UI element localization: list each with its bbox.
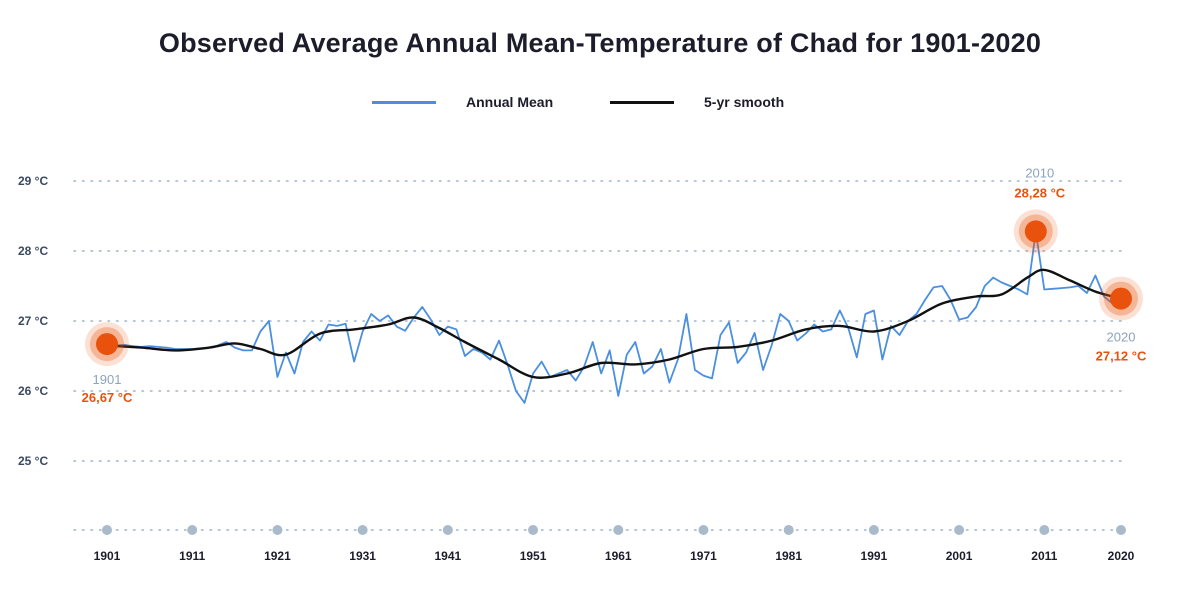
x-tick-label: 1931 (349, 549, 376, 563)
x-tick-label: 1971 (690, 549, 717, 563)
x-tick-label: 2020 (1108, 549, 1135, 563)
x-tick-dot (187, 525, 198, 535)
chart-title: Observed Average Annual Mean-Temperature… (158, 28, 1042, 58)
annotation-value: 26,67 °C (82, 390, 133, 405)
annotation-year: 2010 (1025, 165, 1054, 180)
x-tick-dot (528, 525, 539, 535)
x-tick-label: 1911 (179, 549, 205, 563)
x-tick-dot (1039, 525, 1050, 535)
x-tick-label: 2001 (946, 549, 973, 563)
legend-label-annual-mean: Annual Mean (466, 94, 554, 110)
highlight-point (1110, 287, 1132, 310)
annotation-value: 28,28 °C (1014, 185, 1065, 200)
legend-item-5yr-smooth: 5-yr smooth (610, 94, 784, 110)
y-tick-label: 26 °C (18, 384, 48, 398)
y-tick-label: 25 °C (18, 454, 48, 468)
annotation-year: 2020 (1107, 330, 1136, 345)
y-tick-label: 27 °C (18, 314, 48, 328)
legend-item-annual-mean: Annual Mean (372, 94, 553, 110)
series-line-annual-mean (106, 230, 1122, 404)
legend-swatch-5yr-smooth (610, 100, 674, 104)
x-tick-dot (102, 525, 112, 535)
x-tick-dot (1116, 525, 1126, 535)
x-tick-label: 1921 (264, 549, 291, 563)
x-tick-label: 1901 (94, 549, 121, 563)
x-tick-label: 1951 (520, 549, 547, 563)
x-tick-dot (868, 525, 879, 535)
x-tick-dot (613, 525, 624, 535)
y-tick-label: 29 °C (18, 174, 48, 188)
x-tick-label: 1961 (605, 549, 632, 563)
x-tick-label: 2011 (1031, 549, 1057, 563)
legend: Annual Mean 5-yr smooth (0, 94, 1200, 118)
annotation-year: 1901 (93, 372, 122, 387)
highlight-point (1024, 220, 1047, 243)
annotation-value: 27,12 °C (1096, 349, 1147, 364)
x-tick-dot (442, 525, 453, 535)
legend-label-5yr-smooth: 5-yr smooth (704, 94, 785, 110)
series-line-5yr-smooth (106, 268, 1122, 379)
y-tick-label: 28 °C (18, 244, 48, 258)
x-tick-dot (954, 525, 965, 535)
x-tick-dot (783, 525, 794, 535)
x-tick-label: 1941 (434, 549, 461, 563)
x-tick-dot (272, 525, 283, 535)
x-tick-dot (698, 525, 709, 535)
x-tick-label: 1991 (861, 549, 888, 563)
highlight-point (96, 333, 118, 356)
legend-swatch-annual-mean (372, 100, 436, 104)
x-tick-dot (357, 525, 368, 535)
x-tick-label: 1981 (775, 549, 802, 563)
